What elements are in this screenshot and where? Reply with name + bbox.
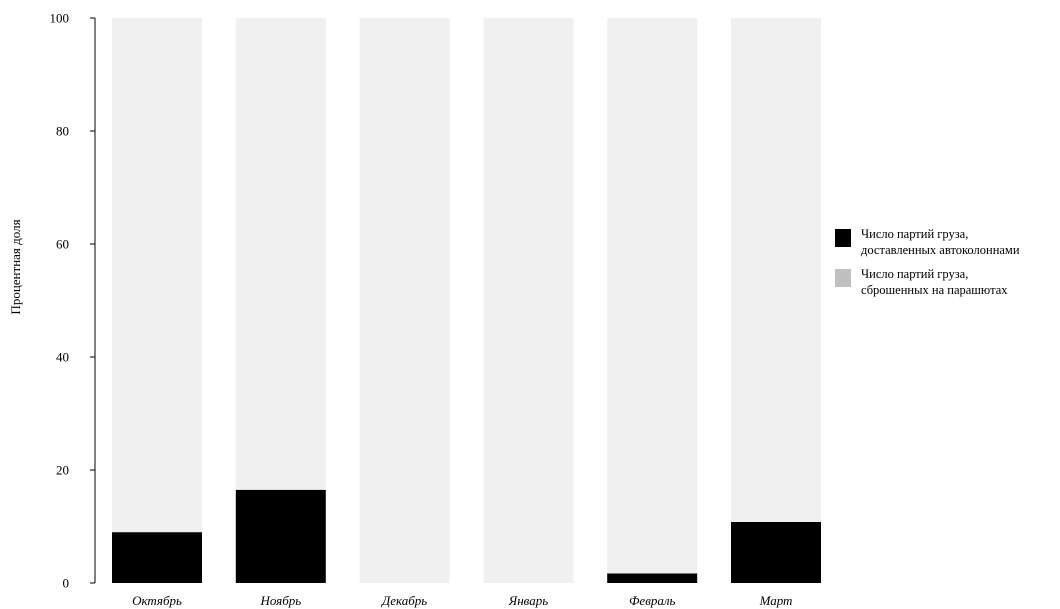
x-tick-label: Декабрь (380, 593, 427, 608)
x-tick-label: Январь (508, 593, 549, 608)
legend-label-parachutes: Число партий груза, сброшенных на парашю… (861, 267, 1008, 297)
bar-parachutes-2 (359, 18, 450, 583)
bar-convoys-5 (731, 521, 821, 583)
x-tick-label: Октябрь (132, 593, 182, 608)
bar-convoys-4 (607, 573, 698, 583)
y-ticks-group: 0 20 40 60 80 100 (50, 11, 95, 591)
legend-swatch-convoys (835, 229, 851, 247)
y-axis-label: Процентная доля (8, 219, 23, 314)
bar-parachutes-3 (483, 18, 574, 583)
bar-parachutes-0 (112, 18, 202, 533)
legend: Число партий груза, доставленных автокол… (835, 226, 1060, 306)
bars-group (112, 18, 821, 583)
x-ticks-group: Октябрь Ноябрь Декабрь Январь Февраль Март (132, 593, 792, 608)
bar-parachutes-1 (235, 18, 326, 490)
x-tick-label: Февраль (629, 593, 676, 608)
y-tick-label: 80 (56, 124, 69, 139)
legend-swatch-parachutes (835, 269, 851, 287)
bar-parachutes-5 (731, 18, 821, 522)
x-tick-label: Март (759, 593, 793, 608)
legend-label-convoys: Число партий груза, доставленных автокол… (861, 227, 1020, 257)
y-tick-label: 0 (63, 576, 70, 591)
bar-parachutes-4 (607, 18, 698, 574)
y-tick-label: 40 (56, 350, 69, 365)
bar-convoys-1 (235, 489, 326, 583)
legend-item-convoys: Число партий груза, доставленных автокол… (835, 226, 1060, 258)
legend-item-parachutes: Число партий груза, сброшенных на парашю… (835, 266, 1060, 298)
y-tick-label: 60 (56, 237, 69, 252)
y-tick-label: 100 (50, 11, 70, 26)
bar-convoys-0 (112, 532, 202, 583)
x-tick-label: Ноябрь (259, 593, 301, 608)
y-tick-label: 20 (56, 463, 69, 478)
